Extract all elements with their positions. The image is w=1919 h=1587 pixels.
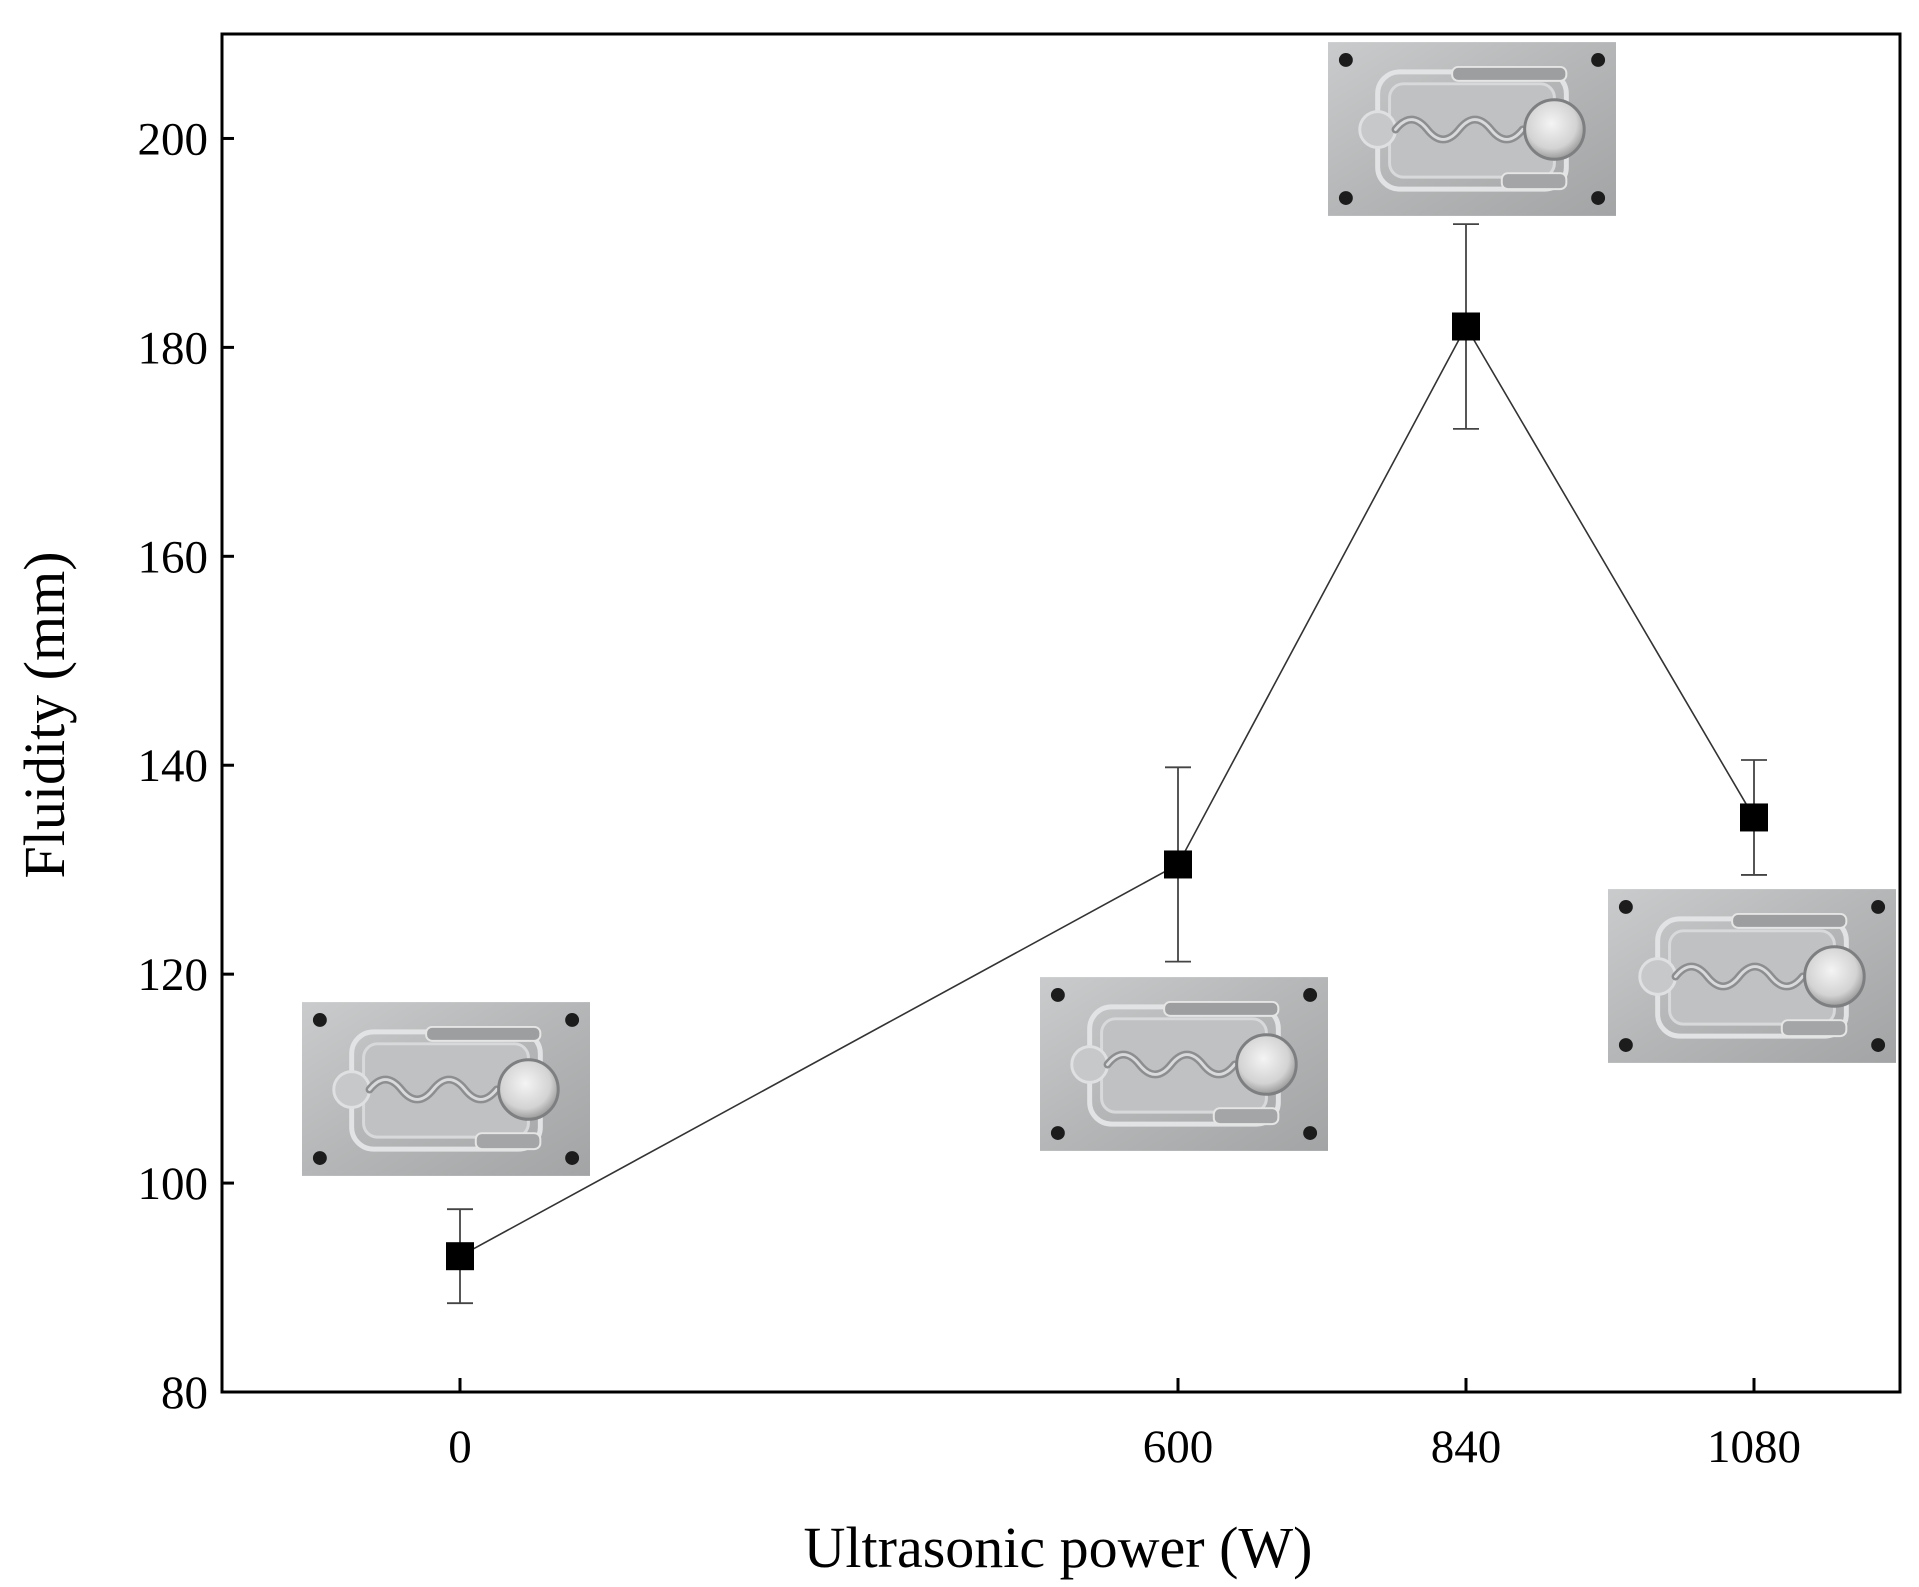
y-tick-label-140: 140 [138,740,209,792]
casting-mold-photo-840 [1328,42,1616,216]
data-point-0 [446,1242,474,1271]
y-tick-label-180: 180 [138,322,209,374]
x-tick-label-600: 600 [1143,1421,1214,1473]
data-point-600 [1164,850,1192,879]
series-line [459,324,1755,1257]
y-tick-label-200: 200 [138,113,209,165]
x-tick-label-0: 0 [448,1421,472,1473]
casting-mold-photo-0 [302,1002,590,1176]
y-tick-label-160: 160 [138,531,209,583]
x-tick-label-1080: 1080 [1707,1421,1801,1473]
data-point-1080 [1740,803,1768,832]
casting-mold-photo-600 [1040,977,1328,1151]
y-axis-title: Fluidity (mm) [12,551,77,878]
y-tick-label-120: 120 [138,949,209,1001]
x-tick-label-840: 840 [1431,1421,1502,1473]
casting-mold-photo-1080 [1608,889,1896,1063]
y-tick-label-80: 80 [161,1367,208,1419]
data-point-840 [1452,312,1480,341]
y-tick-label-100: 100 [138,1158,209,1210]
plot-frame [220,32,1902,1394]
x-axis-title: Ultrasonic power (W) [804,1515,1313,1580]
